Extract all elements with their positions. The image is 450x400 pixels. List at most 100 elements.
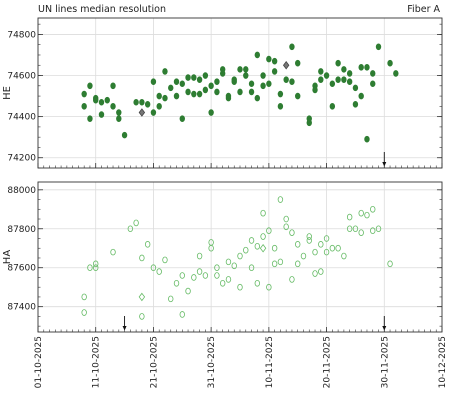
data-point [312, 86, 318, 94]
data-point [306, 233, 312, 240]
data-point [370, 205, 376, 213]
y-tick-label: 74200 [7, 154, 36, 164]
x-tick-label: 10-12-2025 [438, 336, 448, 388]
data-point [260, 209, 266, 217]
data-point [208, 82, 214, 90]
data-point [358, 209, 364, 217]
axes-frame [37, 181, 443, 333]
data-point [341, 252, 347, 260]
data-point [295, 260, 301, 268]
data-point [243, 66, 249, 73]
data-point [237, 88, 243, 96]
data-point [93, 264, 99, 272]
data-point [341, 76, 347, 83]
data-point [144, 241, 151, 248]
data-point [375, 43, 382, 51]
data-point [323, 72, 330, 79]
data-point [110, 248, 116, 256]
data-point [93, 260, 99, 268]
x-tick-label: 11-10-2025 [92, 336, 102, 388]
data-point [271, 244, 278, 252]
data-point [243, 72, 249, 79]
data-point [266, 55, 272, 63]
data-point [318, 76, 324, 83]
data-point [393, 70, 399, 77]
data-point [237, 66, 243, 73]
data-point [214, 264, 220, 272]
data-point [271, 68, 278, 75]
data-point [231, 76, 237, 83]
data-point [387, 260, 393, 268]
data-point [196, 76, 203, 83]
data-point [196, 90, 203, 98]
data-point [231, 262, 237, 270]
data-point [179, 115, 185, 122]
data-point [260, 72, 266, 79]
y-tick-label: 88000 [7, 186, 36, 196]
data-point [133, 98, 139, 106]
data-point [237, 252, 243, 260]
y-axis-label: HE [2, 86, 13, 100]
data-point [93, 96, 99, 104]
data-point [329, 80, 336, 88]
data-point [208, 109, 214, 116]
data-point [202, 86, 209, 94]
data-point [277, 196, 284, 203]
data-point [335, 76, 341, 83]
data-point [156, 268, 162, 275]
data-point [364, 211, 370, 219]
data-point [248, 80, 255, 88]
data-point [196, 268, 203, 275]
data-point [289, 78, 295, 85]
data-point [139, 254, 145, 262]
data-point [225, 92, 232, 100]
data-point [260, 82, 266, 90]
data-point [346, 70, 353, 77]
data-point [254, 242, 261, 250]
data-point [191, 90, 197, 98]
figure-title: UN lines median resolution [38, 4, 166, 15]
data-point [271, 260, 278, 268]
data-point [318, 268, 324, 275]
data-point [81, 103, 87, 110]
data-point [266, 227, 272, 235]
data-point [179, 311, 185, 318]
data-point [352, 225, 359, 233]
data-point [300, 252, 307, 260]
data-point [375, 225, 382, 233]
data-point [214, 272, 220, 279]
y-tick-label: 87600 [7, 264, 36, 274]
data-point [139, 98, 145, 106]
data-point [81, 293, 87, 301]
data-point [364, 64, 370, 71]
data-point [358, 229, 364, 236]
data-point [127, 225, 134, 233]
data-point [173, 279, 180, 287]
data-point [295, 92, 301, 100]
data-point [323, 248, 330, 256]
x-tick-label: 31-10-2025 [207, 336, 217, 388]
data-point [150, 78, 157, 85]
data-point [185, 88, 191, 96]
data-point [162, 94, 168, 102]
data-point [110, 103, 116, 110]
data-point [87, 82, 93, 90]
data-point [98, 111, 105, 118]
data-point [335, 59, 341, 67]
data-point [162, 256, 168, 264]
marker-arrow-head [382, 326, 387, 331]
data-point [248, 237, 255, 244]
data-point [81, 309, 87, 316]
data-point-diamond [282, 60, 290, 70]
x-tick-label: 30-11-2025 [380, 336, 390, 388]
data-point [185, 74, 191, 81]
data-point [346, 78, 353, 85]
data-point [133, 219, 139, 227]
data-point [185, 287, 191, 295]
axes-frame [37, 17, 443, 169]
data-point [110, 82, 116, 90]
data-point [214, 88, 220, 96]
data-point [370, 80, 376, 88]
x-tick-label: 20-11-2025 [323, 336, 333, 388]
data-point [254, 279, 261, 287]
